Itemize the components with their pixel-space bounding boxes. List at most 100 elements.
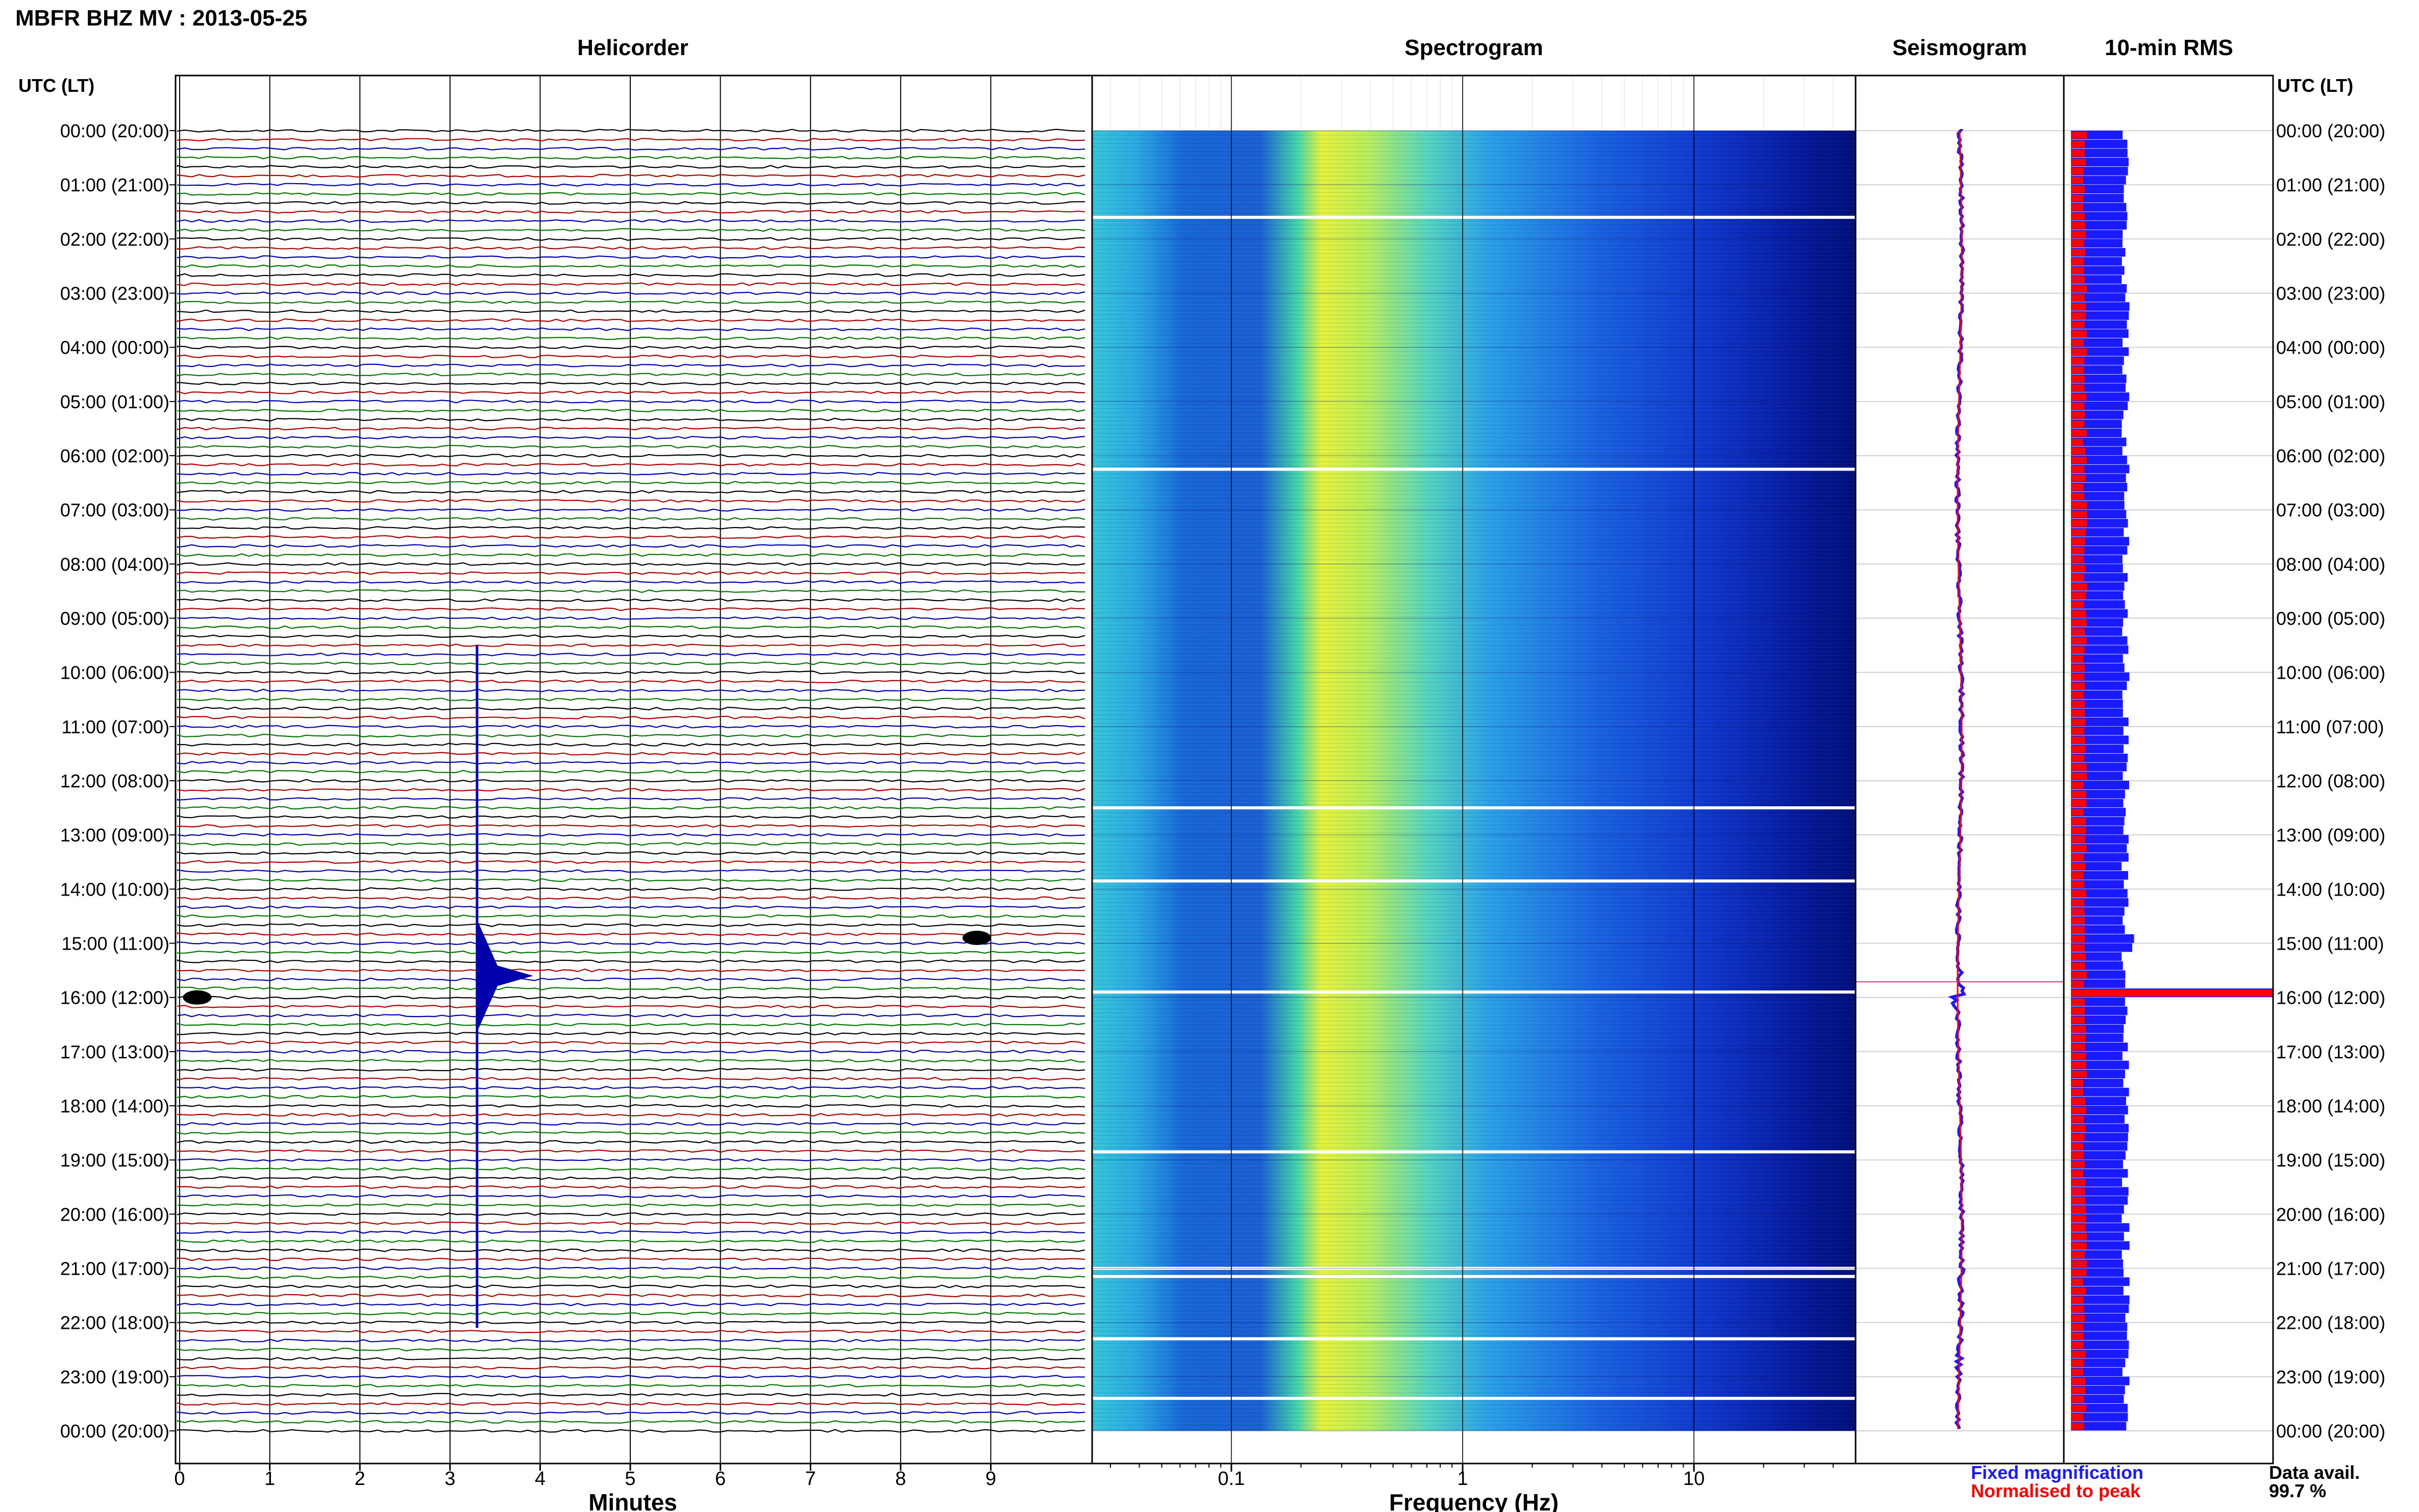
frequency-tick-label: 0.1 bbox=[1218, 1468, 1245, 1490]
rms-bar-normalised bbox=[2071, 267, 2084, 275]
rms-bar-normalised bbox=[2071, 1323, 2084, 1331]
spectrogram-panel: 0.1 1 10 Frequency (Hz) bbox=[1091, 75, 1857, 1512]
helicorder-trace-row bbox=[177, 1410, 1085, 1415]
rms-bar-normalised bbox=[2071, 899, 2085, 906]
rms-bar-normalised bbox=[2071, 682, 2085, 690]
helicorder-trace-row bbox=[177, 173, 1085, 178]
rms-bar-normalised bbox=[2071, 1215, 2086, 1222]
time-label-right: 08:00 (04:00) bbox=[2276, 554, 2385, 575]
helicorder-trace-row bbox=[177, 1077, 1085, 1081]
rms-bar-fixed bbox=[2071, 139, 2128, 148]
time-label-left: 19:00 (15:00) bbox=[60, 1150, 169, 1171]
helicorder-trace-row bbox=[177, 544, 1085, 548]
rms-bar-fixed bbox=[2071, 266, 2125, 275]
time-label-left: 05:00 (01:00) bbox=[60, 391, 169, 412]
rms-bar-normalised bbox=[2071, 1296, 2084, 1304]
helicorder-trace-row bbox=[177, 526, 1085, 530]
rms-bar-normalised bbox=[2071, 1251, 2085, 1258]
spectrogram-gap bbox=[1092, 1275, 1856, 1278]
spectrogram-gap bbox=[1092, 1150, 1856, 1154]
helicorder-trace-row bbox=[177, 309, 1085, 313]
helicorder-trace-row bbox=[177, 508, 1085, 512]
helicorder-trace-row bbox=[177, 941, 1085, 946]
minute-tick-label: 9 bbox=[985, 1468, 996, 1490]
rms-bar-fixed bbox=[2071, 537, 2129, 546]
helicorder-trace-row bbox=[177, 706, 1085, 711]
rms-bar-normalised bbox=[2071, 150, 2085, 157]
rms-bar-fixed bbox=[2071, 808, 2126, 816]
helicorder-trace-row bbox=[177, 400, 1085, 404]
helicorder-trace-row bbox=[177, 580, 1085, 584]
time-label-left: 08:00 (04:00) bbox=[60, 554, 169, 575]
rms-bar-fixed bbox=[2071, 645, 2129, 654]
rms-bar-normalised bbox=[2071, 132, 2087, 139]
rms-bar-normalised bbox=[2071, 276, 2085, 283]
rms-bar-fixed bbox=[2071, 835, 2129, 844]
helicorder-trace-row bbox=[177, 1158, 1085, 1162]
time-label-left: 04:00 (00:00) bbox=[60, 337, 169, 358]
rms-bar-normalised bbox=[2071, 773, 2087, 780]
rms-bar-normalised bbox=[2071, 989, 2273, 997]
rms-bar-normalised bbox=[2071, 1197, 2085, 1204]
spectrogram-gap bbox=[1092, 806, 1856, 810]
helicorder-trace-row bbox=[177, 373, 1085, 377]
helicorder-trace-row bbox=[177, 824, 1085, 828]
rms-bar-normalised bbox=[2071, 167, 2084, 175]
rms-bar-fixed bbox=[2071, 437, 2127, 447]
helicorder-trace-row bbox=[177, 354, 1085, 358]
rms-bar-fixed bbox=[2071, 654, 2123, 663]
time-label-right: 15:00 (11:00) bbox=[2276, 933, 2384, 954]
helicorder-trace-row bbox=[177, 228, 1085, 232]
rms-bar-fixed bbox=[2071, 1169, 2128, 1178]
rms-bar-normalised bbox=[2071, 583, 2087, 590]
seismogram-panel bbox=[1855, 75, 2065, 1465]
helicorder-trace-row bbox=[177, 273, 1085, 277]
earthquake-coda bbox=[477, 920, 533, 1032]
helicorder-trace-row bbox=[177, 1050, 1085, 1054]
helicorder-trace-row bbox=[177, 481, 1085, 485]
data-avail-value: 99.7 % bbox=[2269, 1480, 2326, 1501]
rms-bar-normalised bbox=[2071, 547, 2085, 554]
helicorder-trace-row bbox=[177, 652, 1085, 656]
rms-bar-normalised bbox=[2071, 1098, 2085, 1105]
helicorder-trace-row bbox=[177, 282, 1085, 286]
rms-bar-normalised bbox=[2071, 881, 2085, 888]
helicorder-trace-row bbox=[177, 490, 1085, 494]
rms-bar-normalised bbox=[2071, 890, 2087, 897]
rms-bar-normalised bbox=[2071, 1061, 2087, 1069]
helicorder-trace-row bbox=[177, 1302, 1085, 1306]
utc-lt-right: UTC (LT) bbox=[2277, 75, 2353, 96]
rms-bar-normalised bbox=[2071, 1269, 2087, 1277]
rms-bar-fixed bbox=[2071, 464, 2130, 474]
rms-bar-normalised bbox=[2071, 159, 2086, 166]
helicorder-trace-row bbox=[177, 1311, 1085, 1316]
rms-bar-fixed bbox=[2071, 871, 2128, 880]
time-label-right: 10:00 (06:00) bbox=[2276, 662, 2385, 683]
helicorder-trace-row bbox=[177, 1348, 1085, 1352]
helicorder-trace-row bbox=[177, 914, 1085, 918]
rms-bar-fixed bbox=[2071, 176, 2126, 185]
helicorder-trace-row bbox=[177, 327, 1085, 331]
helicorder-trace-row bbox=[177, 996, 1085, 1000]
helicorder-trace-row bbox=[177, 1356, 1085, 1361]
helicorder-trace-row bbox=[177, 752, 1085, 756]
time-label-left: 17:00 (13:00) bbox=[60, 1042, 169, 1062]
time-label-left: 15:00 (11:00) bbox=[62, 933, 169, 954]
rms-bar-fixed bbox=[2071, 1142, 2128, 1151]
helicorder-trace-row bbox=[177, 264, 1085, 268]
rms-bar-normalised bbox=[2071, 321, 2085, 329]
rms-bar-normalised bbox=[2071, 971, 2087, 979]
helicorder-trace-row bbox=[177, 1004, 1085, 1008]
spectrogram-gap bbox=[1092, 467, 1856, 471]
rms-bar-normalised bbox=[2071, 1414, 2083, 1421]
time-labels-right: 00:00 (20:00) 01:00 (21:00) 02:00 (22:00) 0… bbox=[2276, 120, 2385, 1442]
helicorder-trace-row bbox=[177, 444, 1085, 449]
helicorder-trace-row bbox=[177, 779, 1085, 783]
rms-bar-normalised bbox=[2071, 1044, 2085, 1051]
helicorder-trace-row bbox=[177, 905, 1085, 909]
time-label-right: 16:00 (12:00) bbox=[2276, 987, 2385, 1008]
helicorder-trace-row bbox=[177, 643, 1085, 648]
data-avail-label: Data avail. bbox=[2269, 1462, 2360, 1483]
helicorder-trace-row bbox=[177, 1194, 1085, 1198]
